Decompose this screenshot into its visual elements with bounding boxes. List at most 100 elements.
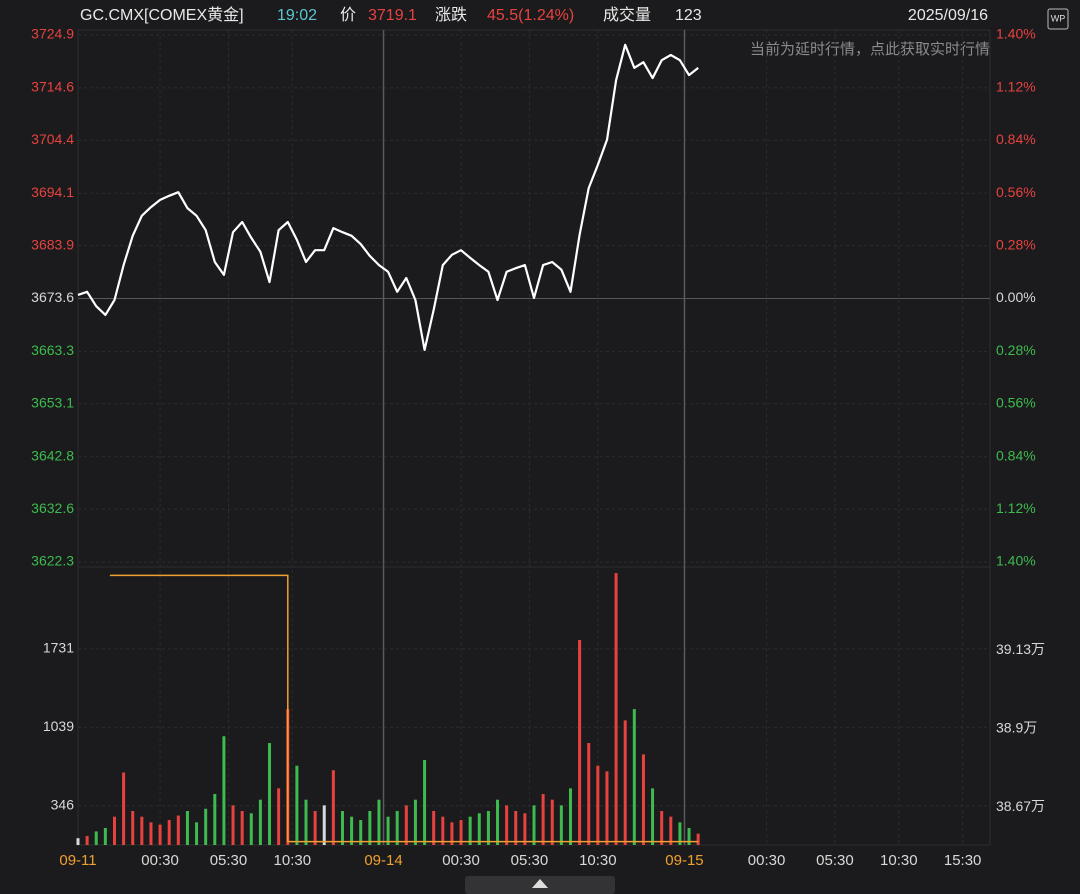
volume-bar [158, 824, 162, 845]
symbol: GC.CMX[COMEX黄金] [80, 6, 244, 24]
volume-bar [395, 811, 399, 845]
volume-bar [468, 816, 472, 845]
volume-bar [496, 799, 500, 845]
volume-bar [450, 822, 454, 845]
y-tick-label: 3622.3 [31, 553, 74, 569]
volume-bar [386, 816, 390, 845]
volume-bar [550, 799, 554, 845]
y-tick-label: 3632.6 [31, 500, 74, 516]
volume-bar [605, 771, 609, 845]
open-interest-line [109, 574, 699, 843]
volume-bar [568, 788, 572, 845]
change: 45.5(1.24%) [487, 7, 574, 24]
y-tick-label: 1039 [43, 718, 74, 734]
y2-tick-label: 0.56% [996, 395, 1036, 411]
x-tick-label: 09-11 [59, 852, 96, 869]
volume-bar [340, 811, 344, 845]
x-tick-label: 00:30 [141, 852, 179, 869]
volume-bar [231, 805, 235, 845]
date: 2025/09/16 [908, 7, 988, 24]
y-tick-label: 3673.6 [31, 289, 74, 305]
y2-tick-label: 1.12% [996, 500, 1036, 516]
y-tick-label: 3683.9 [31, 236, 74, 252]
volume-bar [669, 816, 673, 845]
volume-bar [213, 794, 217, 845]
volume-bar [532, 805, 536, 845]
y-tick-label: 3714.6 [31, 79, 74, 95]
scroll-arrow[interactable] [532, 879, 548, 888]
x-tick-label: 05:30 [816, 852, 854, 869]
x-tick-label: 10:30 [880, 852, 918, 869]
badge[interactable]: WP [1051, 13, 1066, 23]
time: 19:02 [277, 7, 317, 24]
volume-bar [514, 811, 518, 845]
volume-bar [140, 816, 144, 845]
y2-tick-label: 1.40% [996, 26, 1036, 42]
volume-bar [377, 799, 381, 845]
volume-bar [687, 828, 691, 845]
volume-bar [122, 772, 126, 845]
volume-bar [258, 799, 262, 845]
volume-bar [678, 822, 682, 845]
volume-bar [413, 799, 417, 845]
volume-bar [85, 835, 89, 845]
volume-bar [185, 811, 189, 845]
x-tick-label: 00:30 [748, 852, 786, 869]
x-tick-label: 05:30 [210, 852, 248, 869]
change-label: 涨跌 [435, 6, 467, 24]
y2-tick-label: 0.56% [996, 184, 1036, 200]
volume-bar [559, 805, 563, 845]
x-tick-label: 15:30 [944, 852, 982, 869]
y-tick-label: 1731 [43, 640, 74, 656]
volume-bar [304, 799, 308, 845]
volume-bar [195, 822, 199, 845]
volume-bar [222, 736, 226, 845]
volume-bar [486, 811, 490, 845]
y2-tick-label: 1.40% [996, 553, 1036, 569]
badge-box[interactable] [1047, 8, 1069, 30]
volume-bar [331, 770, 335, 845]
x-tick-label: 09-14 [364, 852, 402, 869]
volume-bar [623, 720, 627, 845]
x-tick-label: 09-15 [665, 852, 703, 869]
volume-bar [359, 820, 363, 845]
x-tick-label: 00:30 [442, 852, 480, 869]
volume-bar [541, 794, 545, 845]
volume-bar [76, 838, 80, 845]
volume-bar [204, 808, 208, 845]
volume-bar [268, 743, 272, 845]
volume-bar [660, 811, 664, 845]
y2-tick-label: 0.00% [996, 289, 1036, 305]
x-tick-label: 05:30 [511, 852, 549, 869]
volume-bar [696, 833, 700, 845]
volume-bar [112, 816, 116, 845]
y2-tick-label: 0.28% [996, 237, 1036, 253]
volume-bar [103, 828, 107, 845]
volume-bar [313, 811, 317, 845]
volume-bar [350, 816, 354, 845]
y2-tick-label: 0.84% [996, 131, 1036, 147]
y-tick-label: 3663.3 [31, 342, 74, 358]
y-tick-label: 3704.4 [31, 131, 74, 147]
volume-bar [641, 754, 645, 845]
volume-bar [131, 811, 135, 845]
volume-bar [423, 760, 427, 845]
y2-tick-label: 39.13万 [996, 641, 1045, 657]
price: 3719.1 [368, 7, 417, 24]
annotation: 当前为延时行情，点此获取实时行情 [750, 41, 990, 58]
y-tick-label: 3642.8 [31, 447, 74, 463]
volume-bar [94, 831, 98, 845]
volume-bar [596, 765, 600, 845]
price-line [77, 43, 699, 351]
volume-bar [632, 709, 636, 845]
y2-tick-label: 0.28% [996, 342, 1036, 358]
volume-bar [459, 820, 463, 845]
volume-bar [614, 573, 618, 845]
x-tick-label: 10:30 [274, 852, 312, 869]
y2-tick-label: 38.67万 [996, 798, 1045, 814]
volume-label: 成交量 [603, 6, 651, 24]
volume-bar [651, 788, 655, 845]
y2-tick-label: 0.84% [996, 447, 1036, 463]
